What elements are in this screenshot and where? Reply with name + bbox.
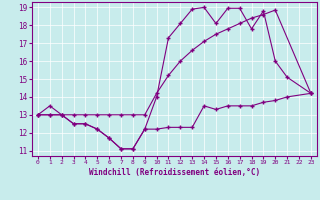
X-axis label: Windchill (Refroidissement éolien,°C): Windchill (Refroidissement éolien,°C) [89,168,260,177]
